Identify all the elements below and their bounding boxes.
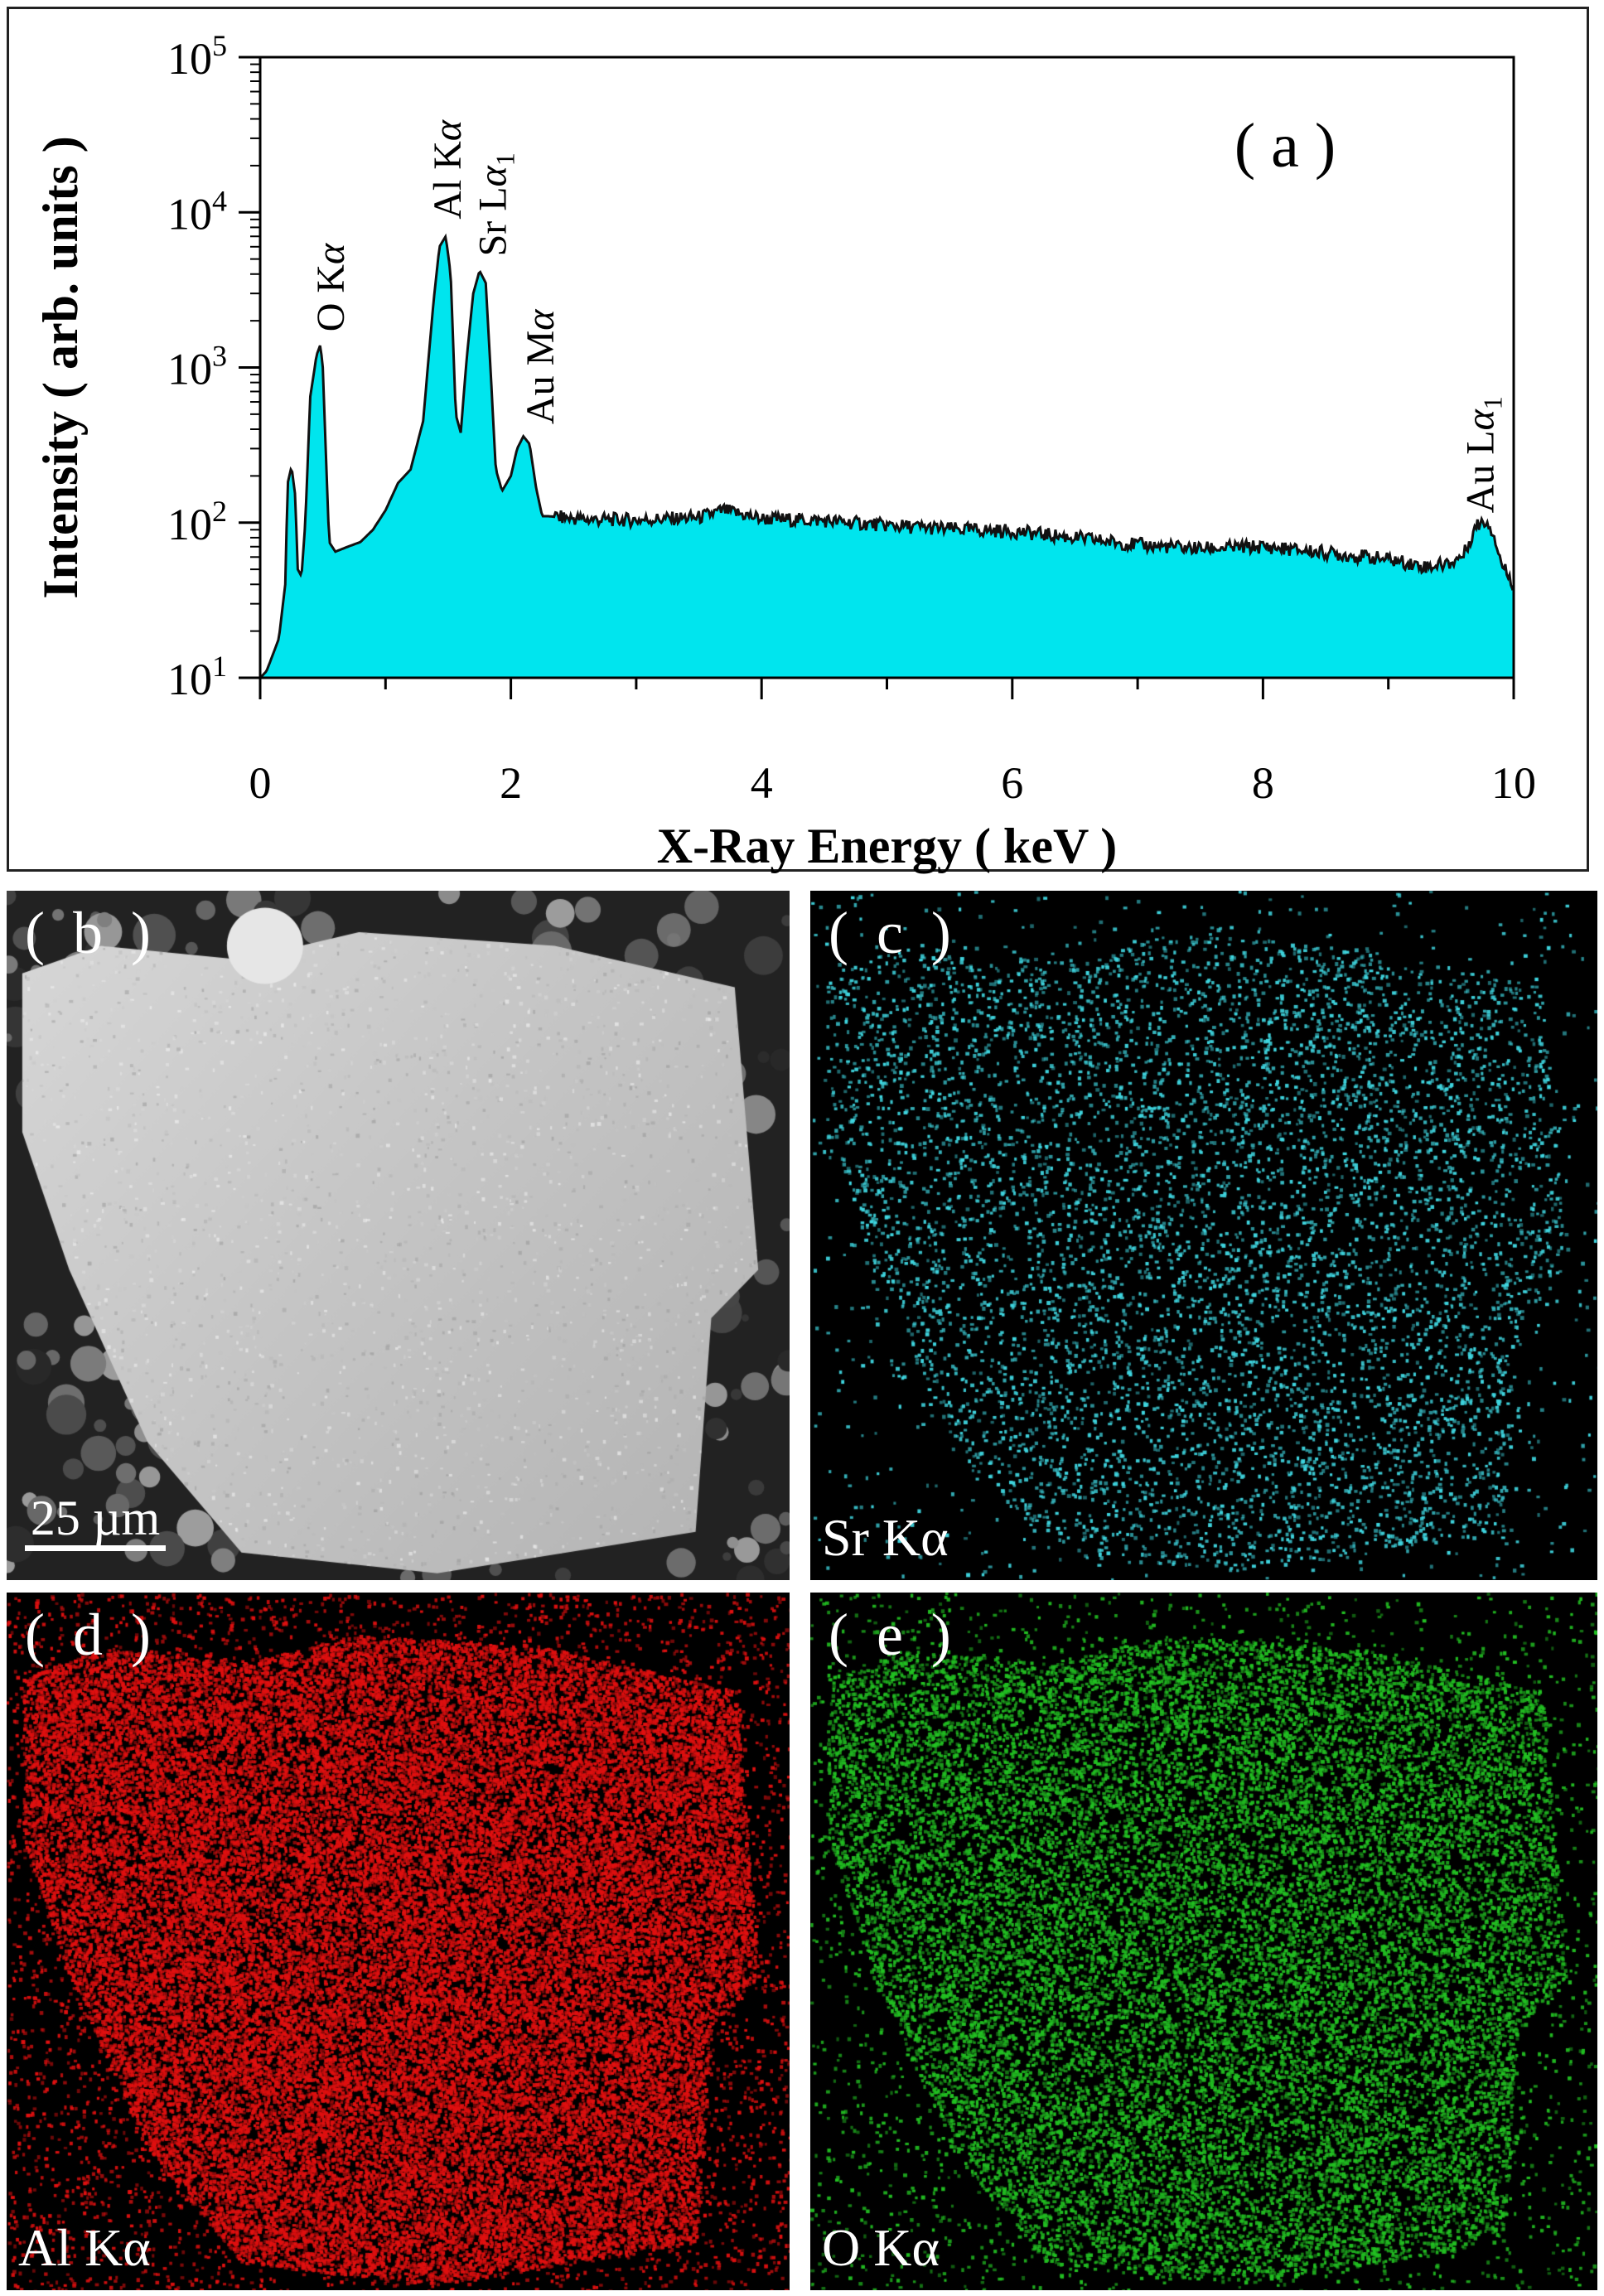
sem-micrograph bbox=[7, 891, 790, 1580]
x-tick-label: 0 bbox=[249, 758, 272, 808]
y-axis-label: Intensity ( arb. units ) bbox=[33, 136, 88, 598]
element-label-o: O Kα bbox=[822, 2218, 940, 2277]
peak-label: O Kα bbox=[309, 243, 353, 331]
panel-label-c: ( c ) bbox=[829, 900, 958, 966]
panel-label-e: ( e ) bbox=[829, 1602, 958, 1668]
x-axis-label: X-Ray Energy ( keV ) bbox=[657, 819, 1118, 873]
peak-label: Au Lα1 bbox=[1459, 396, 1508, 513]
panel-label-d: ( d ) bbox=[25, 1602, 157, 1668]
y-tick-label: 105 bbox=[167, 29, 227, 84]
o-element-map bbox=[810, 1593, 1597, 2290]
peak-label: Al Kα bbox=[426, 119, 470, 220]
scale-bar-label: 25 µm bbox=[30, 1491, 161, 1545]
element-label-al: Al Kα bbox=[18, 2218, 151, 2277]
y-tick-label: 101 bbox=[167, 650, 227, 704]
element-label-sr: Sr Kα bbox=[822, 1508, 949, 1567]
panel-label-b: ( b ) bbox=[25, 900, 157, 966]
x-tick-label: 2 bbox=[500, 758, 522, 808]
x-tick-label: 10 bbox=[1491, 758, 1536, 808]
sem-image-panel: ( b ) 25 µm bbox=[7, 891, 790, 1580]
x-tick-label: 6 bbox=[1001, 758, 1023, 808]
scale-bar-line bbox=[25, 1545, 166, 1551]
scale-bar: 25 µm bbox=[25, 1492, 166, 1551]
panel-label-a: ( a ) bbox=[1234, 111, 1336, 181]
y-tick-label: 103 bbox=[167, 340, 227, 394]
sr-map-panel: ( c ) Sr Kα bbox=[810, 891, 1597, 1580]
y-tick-label: 104 bbox=[167, 184, 227, 239]
x-tick-label: 8 bbox=[1252, 758, 1274, 808]
sr-element-map bbox=[810, 891, 1597, 1580]
x-tick-label: 4 bbox=[751, 758, 773, 808]
al-map-panel: ( d ) Al Kα bbox=[7, 1593, 790, 2290]
y-tick-label: 102 bbox=[167, 495, 227, 549]
spectrum-area bbox=[260, 236, 1514, 678]
eds-spectrum-chart: 0 2 4 6 8 10 101 102 103 104 105 X-Ray Energy ( keV… bbox=[7, 7, 1589, 873]
peak-label: Sr Lα1 bbox=[471, 152, 519, 256]
al-element-map bbox=[7, 1593, 790, 2290]
o-map-panel: ( e ) O Kα bbox=[810, 1593, 1597, 2290]
eds-spectrum-svg: 0 2 4 6 8 10 101 102 103 104 105 X-Ray Energy ( keV… bbox=[33, 29, 1536, 873]
spectrum-line bbox=[258, 233, 1515, 679]
peak-label: Au Mα bbox=[519, 309, 563, 424]
